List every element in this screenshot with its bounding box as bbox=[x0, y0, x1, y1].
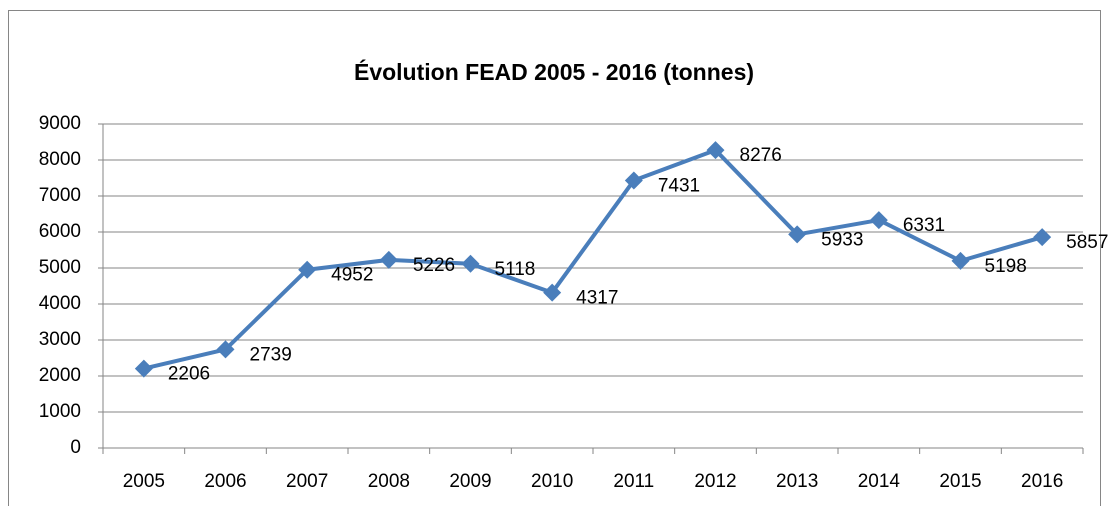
data-label: 5857 bbox=[1066, 232, 1108, 253]
x-tick-label: 2007 bbox=[286, 471, 328, 492]
marker bbox=[298, 260, 317, 279]
y-tick-label: 5000 bbox=[39, 257, 81, 278]
y-tick-label: 3000 bbox=[39, 329, 81, 350]
x-tick-label: 2008 bbox=[368, 471, 410, 492]
marker bbox=[379, 250, 398, 269]
chart-title: Évolution FEAD 2005 - 2016 (tonnes) bbox=[354, 58, 754, 85]
data-label: 2739 bbox=[250, 344, 292, 365]
y-tick-label: 6000 bbox=[39, 221, 81, 242]
marker bbox=[788, 225, 807, 244]
marker bbox=[706, 141, 725, 160]
marker bbox=[134, 359, 153, 378]
x-tick-label: 2011 bbox=[613, 471, 654, 492]
marker bbox=[951, 251, 970, 270]
x-tick-label: 2009 bbox=[449, 471, 491, 492]
marker bbox=[624, 171, 643, 190]
data-label: 4317 bbox=[576, 288, 618, 309]
data-label: 5933 bbox=[821, 229, 863, 250]
x-tick-label: 2005 bbox=[123, 471, 165, 492]
y-tick-label: 2000 bbox=[39, 365, 81, 386]
marker bbox=[216, 340, 235, 359]
x-tick-label: 2016 bbox=[1021, 471, 1063, 492]
x-tick-label: 2006 bbox=[204, 471, 246, 492]
y-tick-label: 1000 bbox=[39, 401, 81, 422]
y-tick-label: 8000 bbox=[39, 149, 81, 170]
y-tick-label: 0 bbox=[70, 437, 81, 458]
x-tick-label: 2013 bbox=[776, 471, 818, 492]
data-label: 8276 bbox=[740, 145, 782, 166]
data-label: 2206 bbox=[168, 364, 210, 385]
marker bbox=[461, 254, 480, 273]
data-line bbox=[143, 148, 1043, 371]
data-label: 5226 bbox=[413, 255, 455, 276]
data-label: 4952 bbox=[331, 265, 373, 286]
y-tick-label: 7000 bbox=[39, 185, 81, 206]
data-label: 7431 bbox=[658, 175, 700, 196]
chart-frame bbox=[8, 10, 1101, 506]
y-tick-label: 4000 bbox=[39, 293, 81, 314]
data-label: 6331 bbox=[903, 215, 945, 236]
x-tick-label: 2015 bbox=[939, 471, 981, 492]
y-tick-label: 9000 bbox=[39, 113, 81, 134]
data-label: 5198 bbox=[985, 256, 1027, 277]
x-tick-label: 2010 bbox=[531, 471, 573, 492]
data-label: 5118 bbox=[495, 259, 536, 280]
x-tick-label: 2014 bbox=[858, 471, 901, 492]
marker bbox=[543, 283, 562, 302]
marker bbox=[869, 211, 888, 230]
marker bbox=[1033, 228, 1052, 247]
x-tick-label: 2012 bbox=[694, 471, 736, 492]
